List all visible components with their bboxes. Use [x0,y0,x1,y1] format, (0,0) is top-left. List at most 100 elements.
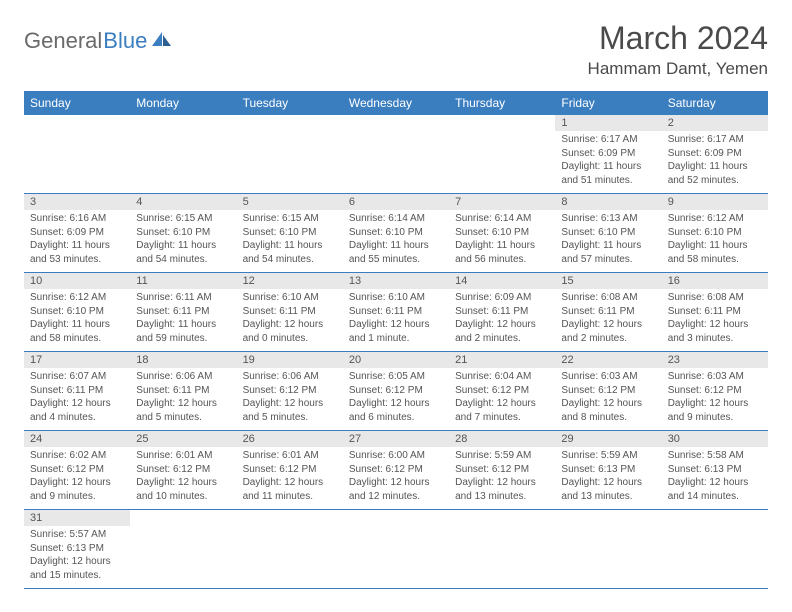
sunrise-line: Sunrise: 6:03 AM [561,370,655,384]
sunrise-line: Sunrise: 6:00 AM [349,449,443,463]
sunset-line: Sunset: 6:12 PM [455,463,549,477]
sunset-line: Sunset: 6:10 PM [243,226,337,240]
day-content-cell: Sunrise: 6:08 AMSunset: 6:11 PMDaylight:… [662,289,768,352]
calendar-body: 12Sunrise: 6:17 AMSunset: 6:09 PMDayligh… [24,115,768,589]
daylight-line: Daylight: 11 hours and 59 minutes. [136,318,230,345]
sunset-line: Sunset: 6:11 PM [561,305,655,319]
day-content-cell [237,526,343,589]
day-content-cell [662,526,768,589]
day-content-cell: Sunrise: 5:59 AMSunset: 6:12 PMDaylight:… [449,447,555,510]
title-block: March 2024 Hammam Damt, Yemen [588,20,768,79]
daylight-line: Daylight: 12 hours and 8 minutes. [561,397,655,424]
day-content-cell: Sunrise: 6:08 AMSunset: 6:11 PMDaylight:… [555,289,661,352]
daylight-line: Daylight: 11 hours and 55 minutes. [349,239,443,266]
day-content-cell: Sunrise: 6:05 AMSunset: 6:12 PMDaylight:… [343,368,449,431]
day-content-cell: Sunrise: 6:13 AMSunset: 6:10 PMDaylight:… [555,210,661,273]
day-number-cell: 28 [449,431,555,448]
sunset-line: Sunset: 6:12 PM [668,384,762,398]
sunrise-line: Sunrise: 6:12 AM [30,291,124,305]
sunset-line: Sunset: 6:09 PM [668,147,762,161]
sunrise-line: Sunrise: 6:08 AM [668,291,762,305]
day-number-cell [343,510,449,527]
weekday-header: Thursday [449,91,555,115]
weekday-header: Sunday [24,91,130,115]
day-number-cell: 13 [343,273,449,290]
sunrise-line: Sunrise: 6:04 AM [455,370,549,384]
day-number-cell: 29 [555,431,661,448]
day-content-cell: Sunrise: 6:04 AMSunset: 6:12 PMDaylight:… [449,368,555,431]
day-number-cell: 3 [24,194,130,211]
daylight-line: Daylight: 12 hours and 1 minute. [349,318,443,345]
day-content-cell: Sunrise: 5:58 AMSunset: 6:13 PMDaylight:… [662,447,768,510]
sunset-line: Sunset: 6:12 PM [243,384,337,398]
daylight-line: Daylight: 12 hours and 14 minutes. [668,476,762,503]
day-content-cell: Sunrise: 6:00 AMSunset: 6:12 PMDaylight:… [343,447,449,510]
day-content-cell [343,526,449,589]
weekday-header: Wednesday [343,91,449,115]
daylight-line: Daylight: 12 hours and 5 minutes. [243,397,337,424]
sunset-line: Sunset: 6:09 PM [561,147,655,161]
sunrise-line: Sunrise: 6:06 AM [243,370,337,384]
sunset-line: Sunset: 6:11 PM [136,384,230,398]
day-number-cell: 6 [343,194,449,211]
day-content-cell: Sunrise: 6:03 AMSunset: 6:12 PMDaylight:… [662,368,768,431]
day-number-cell: 16 [662,273,768,290]
sunrise-line: Sunrise: 6:07 AM [30,370,124,384]
day-number-cell: 21 [449,352,555,369]
daylight-line: Daylight: 11 hours and 56 minutes. [455,239,549,266]
day-content-cell [555,526,661,589]
day-content-row: Sunrise: 6:02 AMSunset: 6:12 PMDaylight:… [24,447,768,510]
sunset-line: Sunset: 6:12 PM [136,463,230,477]
logo-text-general: General [24,28,102,54]
daylight-line: Daylight: 12 hours and 13 minutes. [561,476,655,503]
daylight-line: Daylight: 12 hours and 2 minutes. [561,318,655,345]
sunset-line: Sunset: 6:10 PM [136,226,230,240]
sunrise-line: Sunrise: 6:03 AM [668,370,762,384]
day-number-cell [130,510,236,527]
sunset-line: Sunset: 6:12 PM [243,463,337,477]
day-number-cell: 15 [555,273,661,290]
day-content-cell: Sunrise: 6:16 AMSunset: 6:09 PMDaylight:… [24,210,130,273]
day-number-cell: 12 [237,273,343,290]
day-content-cell: Sunrise: 6:09 AMSunset: 6:11 PMDaylight:… [449,289,555,352]
day-number-cell: 18 [130,352,236,369]
sunset-line: Sunset: 6:10 PM [349,226,443,240]
sunrise-line: Sunrise: 5:57 AM [30,528,124,542]
sunset-line: Sunset: 6:12 PM [349,384,443,398]
weekday-header: Friday [555,91,661,115]
day-content-cell: Sunrise: 6:03 AMSunset: 6:12 PMDaylight:… [555,368,661,431]
day-number-cell: 11 [130,273,236,290]
weekday-header: Saturday [662,91,768,115]
day-content-cell: Sunrise: 6:06 AMSunset: 6:12 PMDaylight:… [237,368,343,431]
day-content-cell [24,131,130,194]
sunrise-line: Sunrise: 6:08 AM [561,291,655,305]
daylight-line: Daylight: 12 hours and 10 minutes. [136,476,230,503]
day-content-cell [130,131,236,194]
sunset-line: Sunset: 6:12 PM [455,384,549,398]
daylight-line: Daylight: 12 hours and 11 minutes. [243,476,337,503]
day-content-cell: Sunrise: 6:01 AMSunset: 6:12 PMDaylight:… [130,447,236,510]
day-content-cell: Sunrise: 6:17 AMSunset: 6:09 PMDaylight:… [662,131,768,194]
day-content-cell [449,131,555,194]
sunset-line: Sunset: 6:13 PM [668,463,762,477]
day-content-cell [130,526,236,589]
sunrise-line: Sunrise: 6:15 AM [243,212,337,226]
daylight-line: Daylight: 12 hours and 15 minutes. [30,555,124,582]
sunrise-line: Sunrise: 5:59 AM [561,449,655,463]
day-number-row: 12 [24,115,768,131]
day-number-row: 17181920212223 [24,352,768,369]
day-number-cell [237,510,343,527]
day-number-cell: 8 [555,194,661,211]
daylight-line: Daylight: 11 hours and 58 minutes. [30,318,124,345]
day-number-row: 31 [24,510,768,527]
sunset-line: Sunset: 6:11 PM [243,305,337,319]
day-content-cell: Sunrise: 6:06 AMSunset: 6:11 PMDaylight:… [130,368,236,431]
day-number-row: 24252627282930 [24,431,768,448]
daylight-line: Daylight: 12 hours and 13 minutes. [455,476,549,503]
day-content-cell: Sunrise: 6:15 AMSunset: 6:10 PMDaylight:… [130,210,236,273]
day-number-cell: 20 [343,352,449,369]
day-number-cell: 22 [555,352,661,369]
day-content-row: Sunrise: 5:57 AMSunset: 6:13 PMDaylight:… [24,526,768,589]
day-content-cell: Sunrise: 6:11 AMSunset: 6:11 PMDaylight:… [130,289,236,352]
day-number-cell [449,510,555,527]
